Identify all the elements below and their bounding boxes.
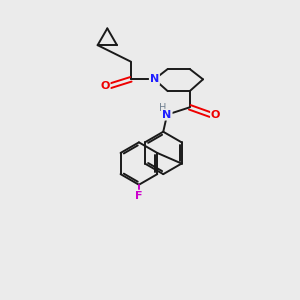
Text: O: O (211, 110, 220, 120)
Text: H: H (159, 103, 166, 113)
Text: F: F (135, 190, 143, 201)
Text: N: N (150, 74, 159, 84)
Text: N: N (163, 110, 172, 120)
Text: O: O (100, 81, 110, 91)
